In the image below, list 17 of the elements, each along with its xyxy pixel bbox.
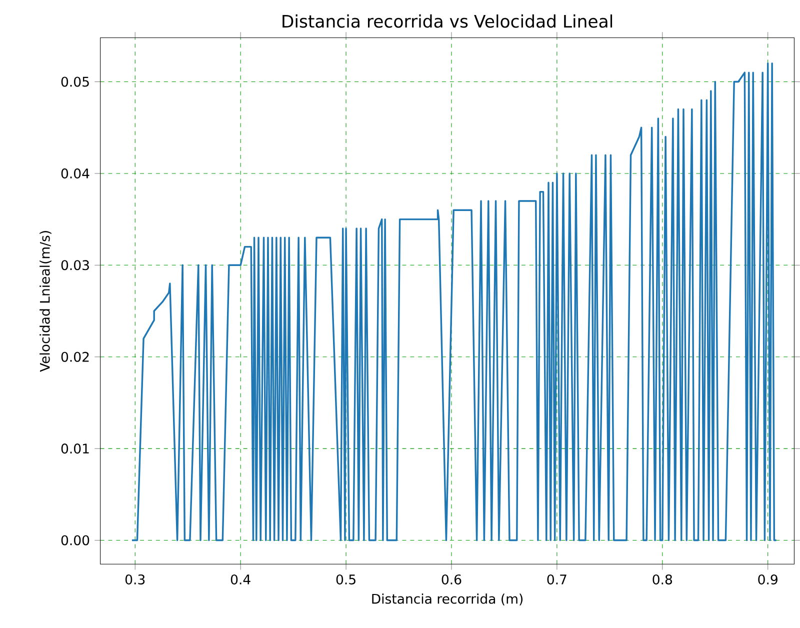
- x-tick-label: 0.9: [758, 574, 778, 585]
- x-tick-label: 0.3: [125, 574, 145, 585]
- x-tick-label: 0.4: [230, 574, 250, 585]
- x-tick-label: 0.7: [547, 574, 566, 585]
- y-tick-label: 0.01: [61, 444, 89, 454]
- y-tick-label: 0.05: [61, 76, 89, 87]
- x-tick-label: 0.8: [652, 574, 672, 585]
- y-tick-label: 0.00: [61, 535, 90, 546]
- x-tick-label: 0.5: [336, 574, 356, 585]
- y-tick-label: 0.04: [61, 168, 90, 179]
- y-tick-label: 0.03: [61, 260, 89, 270]
- x-tick-label: 0.6: [442, 574, 462, 585]
- y-tick-label: 0.02: [61, 352, 89, 362]
- x-axis-title: Distancia recorrida (m): [372, 594, 523, 606]
- y-axis-title: Velocidad Lnieal(m/s): [40, 231, 52, 372]
- line-series: [131, 62, 778, 542]
- chart-title: Distancia recorrida vs Velocidad Lineal: [282, 14, 612, 28]
